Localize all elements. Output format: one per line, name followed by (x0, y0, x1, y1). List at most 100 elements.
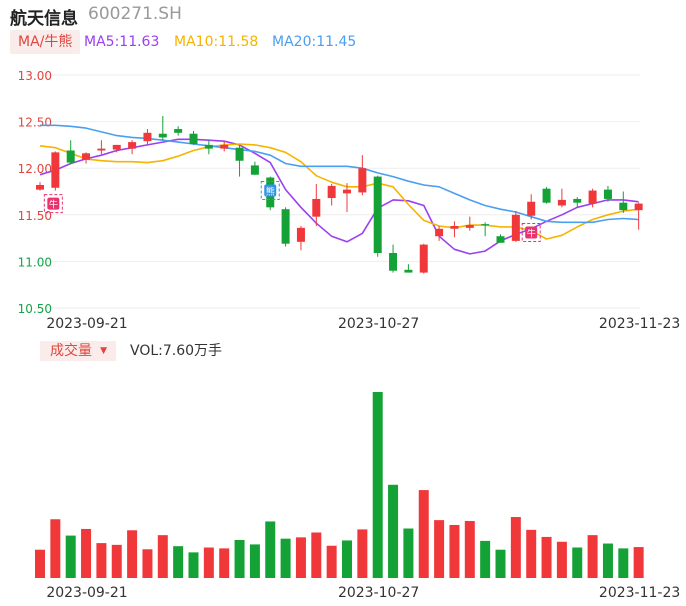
volume-bar (418, 490, 429, 578)
volume-bar (510, 517, 521, 578)
candle-body (496, 236, 505, 243)
volume-bar (388, 484, 399, 578)
volume-date-axis: 2023-09-21 2023-10-27 2023-11-23 (46, 585, 680, 601)
caret-down-icon: ▼ (100, 346, 107, 356)
volume-bar (526, 529, 537, 578)
volume-bar (81, 528, 92, 578)
volume-bar (188, 552, 199, 578)
candle-body (174, 129, 183, 133)
volume-bar (572, 547, 583, 578)
header: 航天信息 600271.SH (0, 0, 686, 30)
volume-bar (96, 543, 107, 578)
volume-bar (249, 544, 260, 578)
volume-bar (495, 549, 506, 578)
candle-body (465, 225, 474, 228)
volume-bar (35, 549, 45, 578)
candle-body (189, 133, 198, 144)
volume-indicator-selector[interactable]: 成交量 ▼ (40, 341, 116, 361)
signal-marker-frame (521, 222, 541, 242)
signal-marker (525, 226, 538, 239)
volume-bar (142, 549, 153, 578)
signal-marker-label: 熊 (266, 186, 275, 198)
candle-body (281, 209, 290, 244)
volume-bar (127, 530, 138, 578)
y-tick-label: 13.00 (18, 69, 52, 83)
candle-body (36, 184, 44, 190)
x-tick-label: 2023-10-27 (338, 316, 419, 332)
volume-bar (480, 540, 491, 578)
y-tick-label: 12.50 (18, 116, 52, 130)
volume-bar (203, 547, 214, 578)
candle-body (112, 144, 121, 150)
candle-body (389, 253, 398, 271)
candle-body (542, 188, 551, 203)
volume-value: VOL:7.60万手 (130, 343, 223, 359)
x-tick-label: 2023-11-23 (599, 316, 680, 332)
candle-body (404, 269, 413, 273)
volume-bar (50, 519, 61, 578)
candle-body (235, 147, 244, 161)
candle-body (343, 189, 351, 194)
signal-marker (47, 197, 60, 210)
volume-indicator-label: 成交量 (50, 343, 92, 359)
candlesticks (36, 116, 643, 274)
candle-body (128, 142, 137, 149)
candle-body (573, 198, 582, 203)
ma-indicator-selector[interactable]: MA/牛熊 (10, 30, 81, 54)
volume-bar (280, 538, 291, 578)
candle-body (327, 185, 336, 199)
y-tick-label: 11.50 (18, 209, 52, 223)
volume-bar (173, 546, 184, 578)
candle-body (634, 203, 643, 211)
volume-bar (342, 540, 352, 578)
candle-body (250, 165, 259, 175)
y-tick-label: 12.00 (18, 162, 52, 176)
volume-bars (35, 392, 644, 578)
x-tick-label: 2023-10-27 (338, 585, 419, 601)
volume-bar (602, 543, 613, 578)
price-axis: 13.00 12.50 12.00 11.50 11.00 10.50 (18, 69, 52, 316)
ma10-label: MA10:11.58 (174, 34, 259, 50)
candle-body (511, 214, 520, 241)
candle-body (527, 201, 536, 216)
volume-bar (372, 392, 383, 578)
candle-body (619, 202, 628, 211)
candle-body (204, 144, 213, 149)
candle-body (220, 144, 229, 149)
ma5-label: MA5:11.63 (84, 34, 160, 50)
stock-name: 航天信息 (10, 9, 78, 29)
volume-bar (111, 544, 122, 578)
volume-bar (618, 548, 629, 578)
price-grid (35, 74, 640, 309)
x-tick-label: 2023-11-23 (599, 585, 680, 601)
volume-bar (65, 535, 76, 578)
ma20-label: MA20:11.45 (272, 34, 357, 50)
moving-averages (39, 124, 639, 255)
volume-bar (587, 535, 598, 578)
volume-bar (434, 520, 445, 578)
stock-code: 600271.SH (88, 4, 182, 24)
candle-body (603, 189, 612, 199)
date-axis: 2023-09-21 2023-10-27 2023-11-23 (46, 316, 680, 332)
volume-bar (311, 532, 322, 578)
volume-bar (157, 535, 168, 578)
volume-bar (541, 536, 552, 578)
volume-bar (265, 521, 276, 578)
volume-bar (234, 540, 245, 578)
ma10-line (39, 143, 639, 240)
candle-body (450, 225, 459, 229)
candle-body (481, 224, 490, 226)
candle-body (557, 199, 566, 206)
candle-body (143, 132, 152, 142)
candle-body (51, 152, 60, 188)
candle-body (358, 168, 367, 193)
signal-marker-label: 牛 (527, 227, 536, 239)
signal-marker (264, 184, 277, 197)
volume-bar (449, 524, 460, 578)
candle-body (296, 227, 305, 242)
signal-marker-frame (43, 194, 63, 214)
candle-body (588, 190, 597, 204)
x-tick-label: 2023-09-21 (46, 316, 127, 332)
volume-bar (556, 541, 567, 578)
